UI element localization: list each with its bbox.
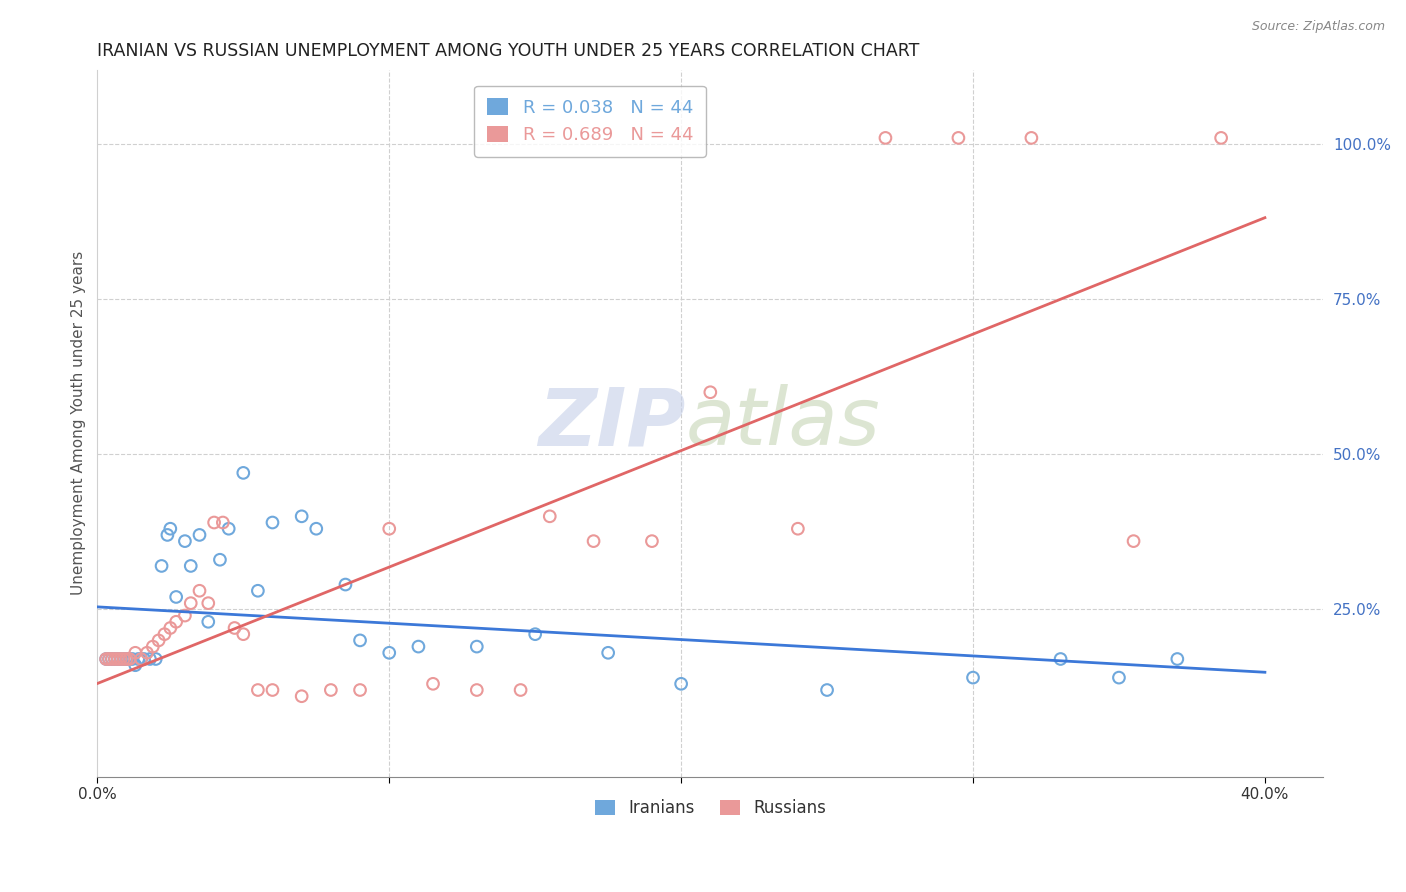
Point <box>465 683 488 698</box>
Point <box>98 652 121 666</box>
Point <box>1108 671 1130 685</box>
Point <box>94 652 117 666</box>
Point <box>641 534 664 549</box>
Point <box>815 683 838 698</box>
Point <box>962 671 984 685</box>
Text: ZIP: ZIP <box>538 384 686 462</box>
Point <box>104 652 127 666</box>
Point <box>291 690 314 704</box>
Point <box>129 652 152 666</box>
Point <box>118 652 141 666</box>
Point <box>110 652 132 666</box>
Point <box>101 652 124 666</box>
Point <box>232 466 254 480</box>
Point <box>335 577 357 591</box>
Point <box>127 652 149 666</box>
Point <box>124 658 146 673</box>
Point <box>180 558 202 573</box>
Point <box>174 534 197 549</box>
Point <box>291 509 314 524</box>
Point <box>1049 652 1071 666</box>
Point <box>378 522 401 536</box>
Point <box>669 677 692 691</box>
Point <box>786 522 808 536</box>
Point <box>212 516 235 530</box>
Y-axis label: Unemployment Among Youth under 25 years: Unemployment Among Youth under 25 years <box>72 252 86 595</box>
Point <box>150 558 173 573</box>
Legend: Iranians, Russians: Iranians, Russians <box>586 790 834 825</box>
Text: IRANIAN VS RUSSIAN UNEMPLOYMENT AMONG YOUTH UNDER 25 YEARS CORRELATION CHART: IRANIAN VS RUSSIAN UNEMPLOYMENT AMONG YO… <box>97 42 920 60</box>
Point <box>101 652 124 666</box>
Point <box>1166 652 1188 666</box>
Point <box>159 621 181 635</box>
Point <box>165 590 187 604</box>
Point <box>107 652 129 666</box>
Text: Source: ZipAtlas.com: Source: ZipAtlas.com <box>1251 20 1385 33</box>
Point <box>422 677 444 691</box>
Text: atlas: atlas <box>686 384 880 462</box>
Point <box>159 522 181 536</box>
Point <box>197 596 219 610</box>
Point <box>262 683 284 698</box>
Point <box>129 652 152 666</box>
Point <box>305 522 328 536</box>
Point <box>218 522 240 536</box>
Point <box>115 652 138 666</box>
Point <box>112 652 135 666</box>
Point <box>524 627 547 641</box>
Point <box>174 608 197 623</box>
Point <box>145 652 167 666</box>
Point <box>465 640 488 654</box>
Point <box>132 652 155 666</box>
Point <box>121 652 143 666</box>
Point <box>115 652 138 666</box>
Point <box>349 683 371 698</box>
Point <box>875 131 897 145</box>
Point <box>598 646 620 660</box>
Point <box>319 683 342 698</box>
Point <box>349 633 371 648</box>
Point <box>188 528 211 542</box>
Point <box>112 652 135 666</box>
Point <box>262 516 284 530</box>
Point <box>94 652 117 666</box>
Point <box>509 683 531 698</box>
Point <box>1211 131 1233 145</box>
Point <box>408 640 430 654</box>
Point <box>232 627 254 641</box>
Point <box>118 652 141 666</box>
Point <box>104 652 127 666</box>
Point <box>224 621 246 635</box>
Point <box>98 652 121 666</box>
Point <box>142 640 165 654</box>
Point <box>156 528 179 542</box>
Point <box>1021 131 1043 145</box>
Point <box>378 646 401 660</box>
Point <box>582 534 605 549</box>
Point <box>110 652 132 666</box>
Point <box>165 615 187 629</box>
Point <box>180 596 202 610</box>
Point <box>202 516 225 530</box>
Point <box>148 633 170 648</box>
Point <box>153 627 176 641</box>
Point <box>208 553 231 567</box>
Point <box>124 646 146 660</box>
Point <box>107 652 129 666</box>
Point <box>1122 534 1144 549</box>
Point <box>246 683 269 698</box>
Point <box>699 385 721 400</box>
Point <box>197 615 219 629</box>
Point <box>139 652 162 666</box>
Point <box>188 583 211 598</box>
Point <box>538 509 561 524</box>
Point <box>948 131 970 145</box>
Point <box>246 583 269 598</box>
Point <box>136 646 159 660</box>
